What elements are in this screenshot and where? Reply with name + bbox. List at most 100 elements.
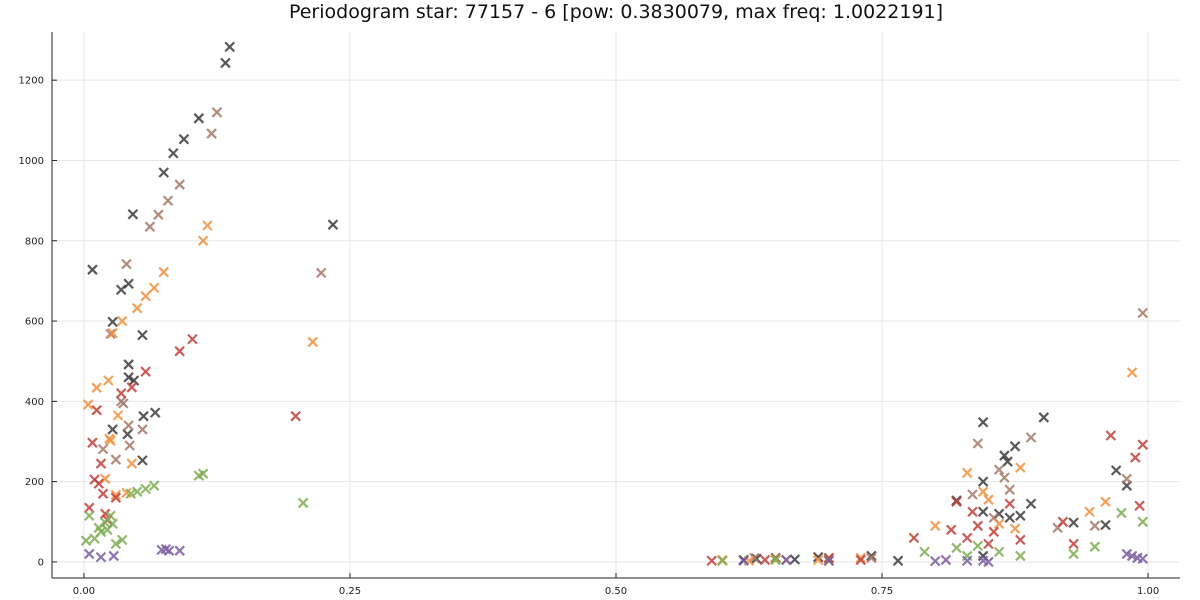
scatter-point — [131, 486, 143, 497]
scatter-point — [855, 552, 867, 564]
scatter-point — [140, 366, 151, 377]
scatter-point — [121, 258, 132, 270]
scatter-point — [1015, 462, 1026, 473]
scatter-point — [158, 167, 170, 178]
scatter-point — [1137, 439, 1149, 450]
scatter-point — [197, 235, 209, 247]
scatter-point — [961, 555, 973, 567]
scatter-point — [116, 534, 128, 546]
scatter-point — [908, 532, 920, 544]
scatter-point — [967, 506, 978, 518]
scatter-point — [187, 333, 198, 345]
scatter-point — [1015, 510, 1026, 522]
scatter-point — [1015, 550, 1026, 562]
scatter-point — [107, 424, 118, 435]
scatter-point — [1134, 500, 1145, 512]
scatter-point — [1126, 367, 1138, 378]
scatter-point — [290, 410, 301, 422]
data-points — [80, 41, 1149, 568]
scatter-point — [1137, 553, 1149, 565]
scatter-point — [87, 437, 98, 448]
scatter-point — [967, 489, 978, 500]
scatter-point — [206, 128, 217, 139]
scatter-point — [137, 455, 148, 466]
chart-title: Periodogram star: 77157 - 6 [pow: 0.3830… — [289, 1, 943, 23]
scatter-point — [95, 526, 107, 538]
scatter-point — [224, 41, 235, 53]
scatter-point — [866, 550, 877, 562]
x-tick-label: 1.00 — [1137, 586, 1159, 597]
scatter-point — [1110, 465, 1122, 476]
scatter-point — [297, 497, 309, 509]
scatter-point — [892, 555, 904, 567]
y-tick-label: 200 — [25, 477, 44, 488]
y-tick-label: 800 — [25, 236, 44, 247]
scatter-point — [80, 535, 92, 546]
scatter-point — [993, 464, 1005, 475]
scatter-point — [999, 450, 1010, 461]
scatter-point — [1038, 412, 1050, 423]
scatter-point — [749, 552, 760, 564]
scatter-point — [983, 538, 994, 550]
scatter-point — [163, 545, 175, 556]
scatter-point — [105, 510, 116, 522]
tick-labels: 0.00 0.25 0.50 0.75 1.00 0 200 400 600 800 1000 120… — [19, 76, 1160, 597]
scatter-point — [988, 526, 1000, 538]
scatter-point — [972, 520, 984, 532]
scatter-point — [110, 492, 122, 503]
scatter-point — [1089, 541, 1101, 552]
y-tick-label: 1000 — [19, 156, 44, 167]
scatter-point — [1100, 496, 1111, 507]
scatter-point — [823, 555, 835, 567]
scatter-point — [197, 468, 209, 479]
scatter-point — [220, 57, 231, 69]
scatter-point — [83, 502, 95, 514]
scatter-point — [105, 435, 116, 446]
y-tick-label: 600 — [25, 317, 44, 328]
scatter-point — [1105, 430, 1117, 441]
scatter-point — [127, 208, 139, 220]
scatter-point — [1068, 517, 1079, 528]
scatter-point — [812, 554, 824, 566]
x-tick-label: 0.25 — [339, 586, 361, 597]
scatter-point — [307, 336, 318, 348]
scatter-point — [118, 398, 129, 409]
x-tick-label: 0.50 — [605, 586, 627, 597]
scatter-point — [855, 554, 867, 566]
scatter-point — [149, 407, 161, 418]
scatter-point — [140, 483, 151, 495]
scatter-point — [95, 551, 107, 563]
scatter-point — [95, 458, 107, 469]
scatter-point — [91, 404, 102, 416]
scatter-point — [110, 489, 122, 501]
scatter-point — [961, 532, 973, 544]
scatter-point — [1100, 519, 1111, 531]
scatter-point — [1137, 516, 1149, 528]
scatter-point — [1002, 456, 1013, 467]
scatter-point — [717, 555, 728, 567]
scatter-point — [174, 179, 185, 190]
scatter-point — [823, 552, 835, 564]
scatter-point — [972, 540, 984, 552]
axes — [51, 32, 1180, 579]
scatter-point — [148, 282, 160, 294]
scatter-point — [126, 382, 138, 393]
scatter-point — [929, 520, 941, 532]
scatter-point — [87, 264, 98, 275]
scatter-series — [80, 468, 1149, 567]
scatter-series — [97, 107, 1149, 566]
scatter-point — [1025, 432, 1037, 443]
scatter-point — [1057, 516, 1069, 528]
grid-lines — [52, 32, 1180, 578]
scatter-point — [211, 107, 223, 118]
scatter-point — [178, 133, 190, 145]
scatter-point — [148, 480, 160, 491]
scatter-point — [1068, 538, 1079, 550]
scatter-point — [116, 315, 128, 327]
scatter-series — [83, 543, 1149, 568]
scatter-point — [162, 195, 174, 206]
scatter-point — [115, 388, 127, 399]
scatter-series — [82, 220, 1138, 567]
scatter-series — [83, 333, 1149, 567]
scatter-point — [789, 554, 801, 565]
